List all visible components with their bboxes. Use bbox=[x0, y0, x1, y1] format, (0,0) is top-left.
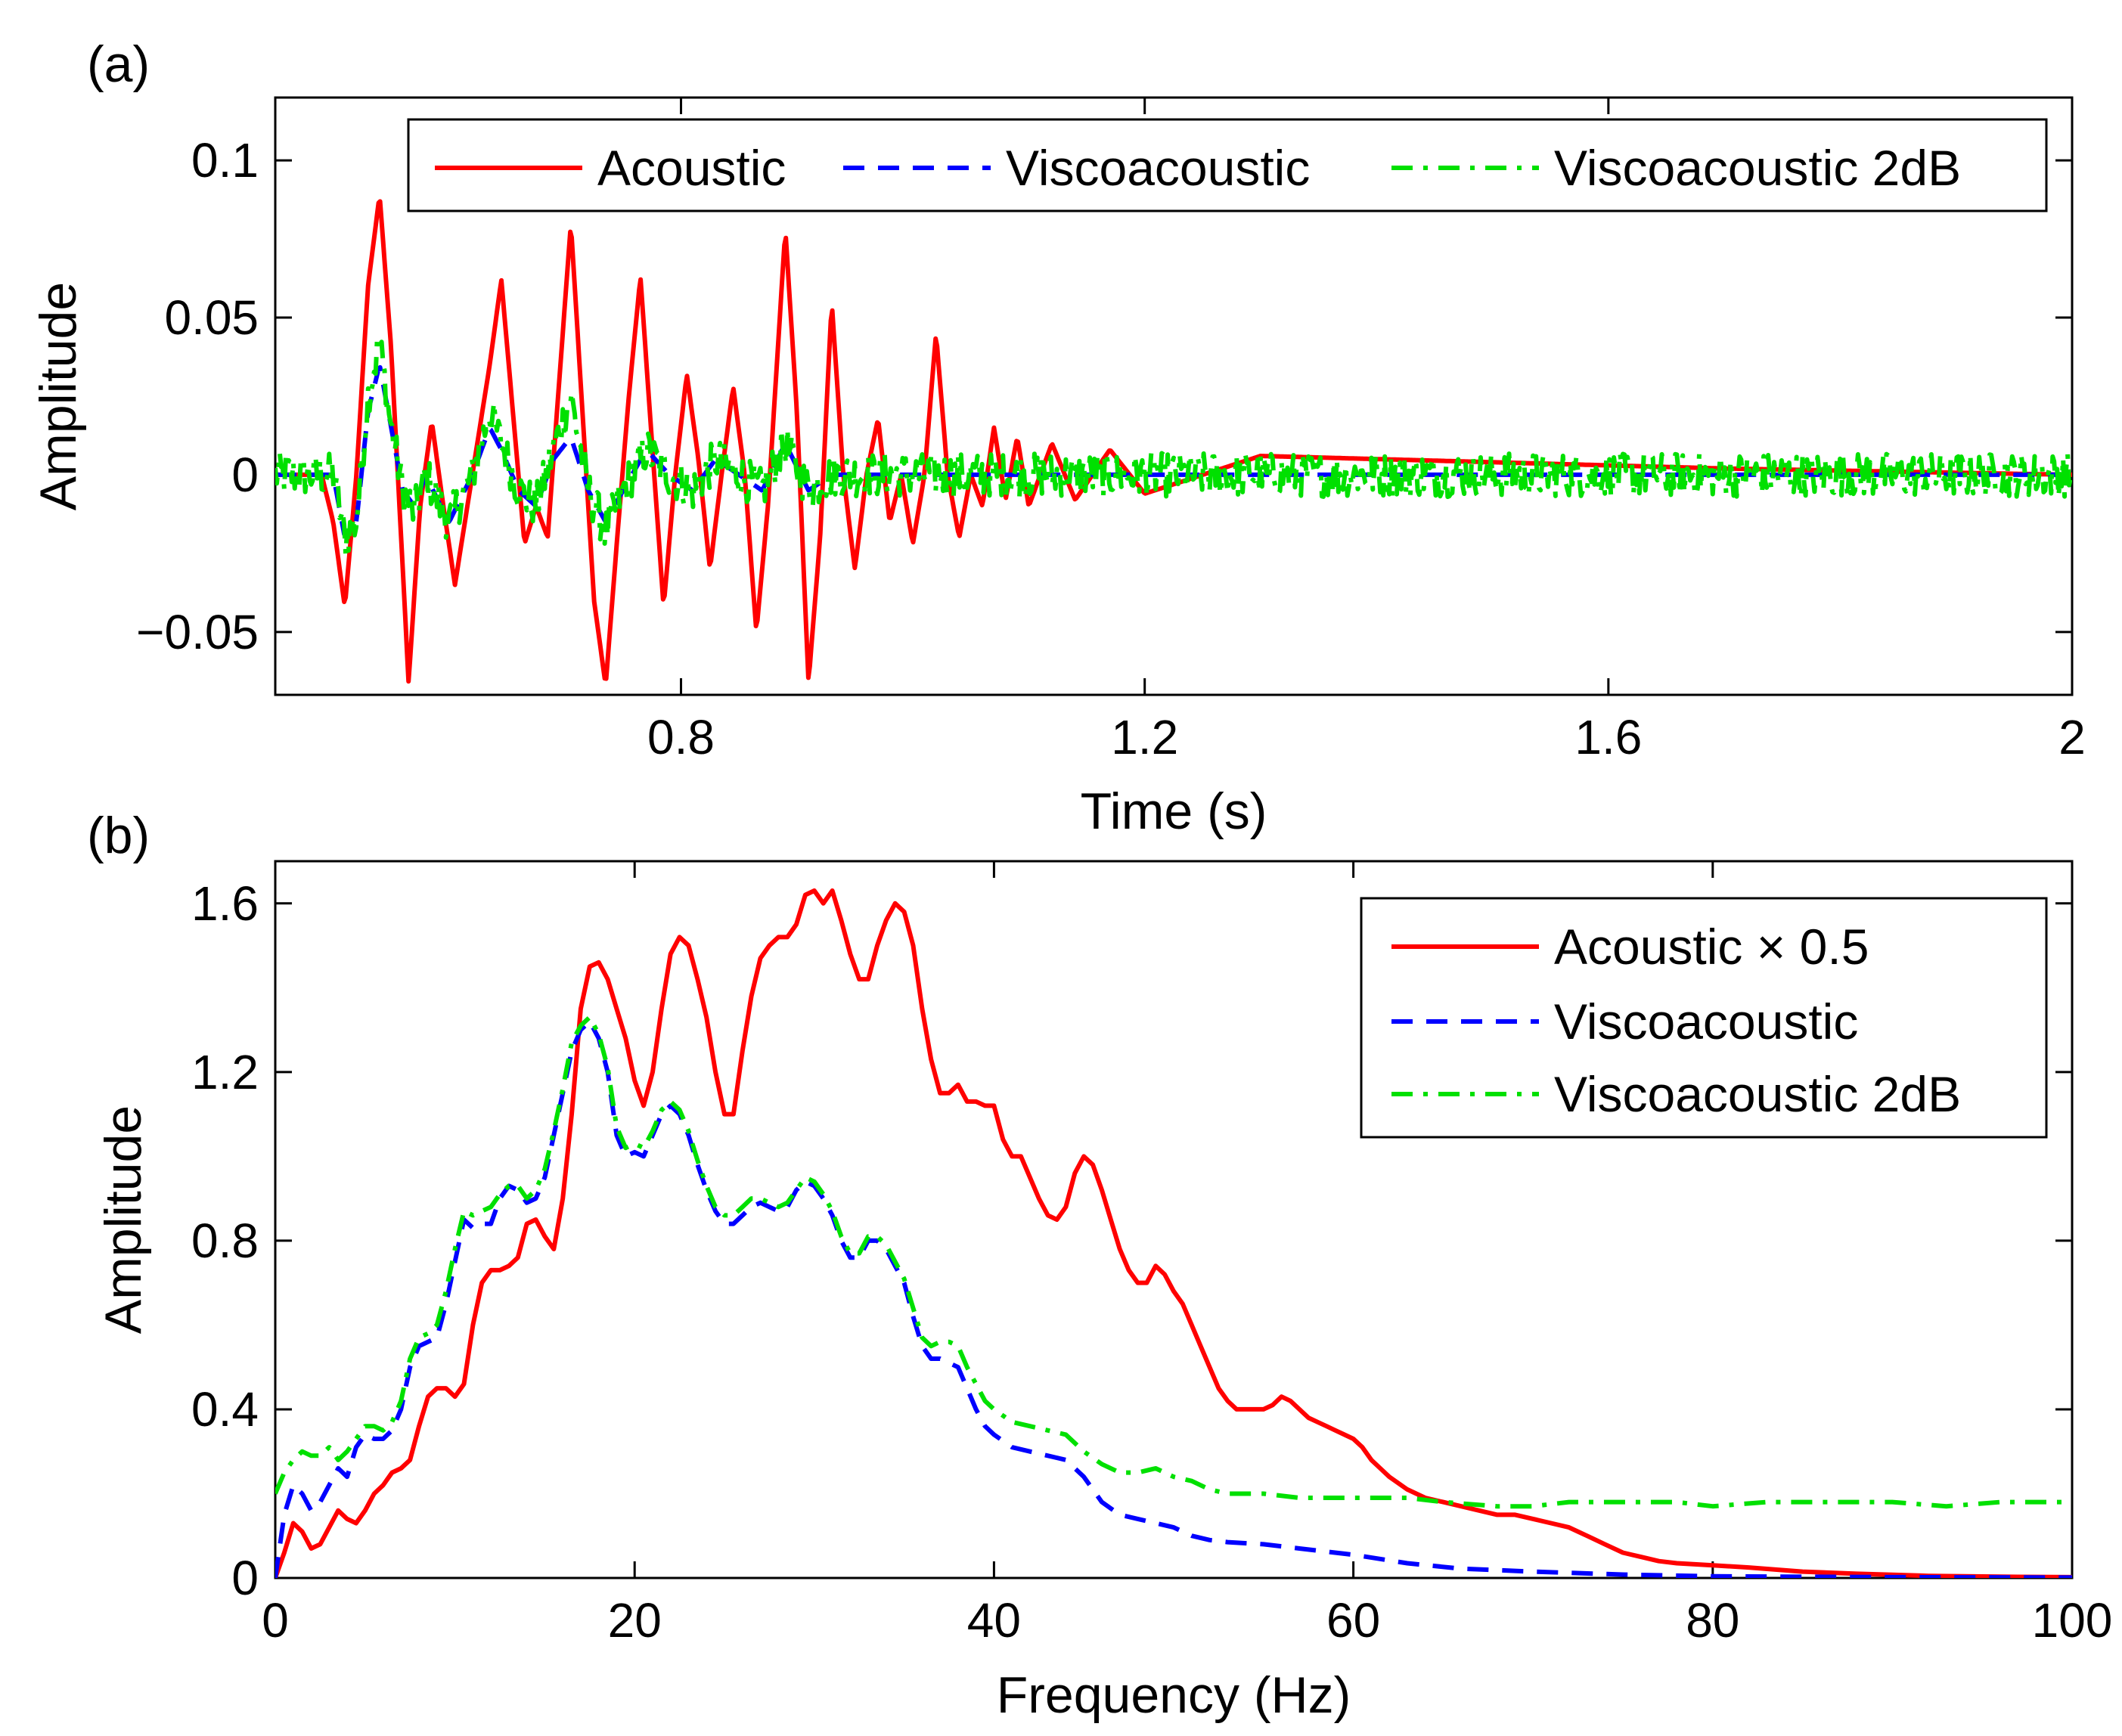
y-tick-label: 1.6 bbox=[191, 876, 259, 931]
series-line-viscoacoustic bbox=[275, 1018, 2072, 1578]
x-tick-label: 80 bbox=[1686, 1593, 1739, 1648]
ticks-b: 0 20 40 60 80 100 0 0.4 0.8 1.2 1.6 bbox=[191, 861, 2112, 1648]
x-axis-label-a: Time (s) bbox=[1081, 783, 1267, 840]
y-tick-label: 0.1 bbox=[191, 133, 259, 188]
panel-a: (a) 0.8 1.2 1.6 2 −0.05 0 0.05 0.1 Time (s) Amp… bbox=[29, 36, 2086, 840]
legend-label-viscoacoustic: Viscoacoustic bbox=[1006, 140, 1310, 196]
panel-label-a: (a) bbox=[87, 36, 150, 93]
legend-box-a bbox=[407, 118, 2048, 212]
x-tick-label: 0 bbox=[262, 1593, 289, 1648]
legend-label-acoustic: Acoustic bbox=[597, 140, 786, 196]
y-axis-label-a: Amplitude bbox=[29, 282, 87, 510]
series-line-acoustic bbox=[275, 888, 2072, 1578]
x-tick-label: 40 bbox=[967, 1593, 1021, 1648]
x-tick-label: 1.6 bbox=[1574, 710, 1642, 764]
y-tick-label: 1.2 bbox=[191, 1045, 259, 1099]
x-tick-label: 20 bbox=[608, 1593, 662, 1648]
legend-box-b bbox=[1360, 897, 2048, 1139]
y-tick-label: 0.4 bbox=[191, 1382, 259, 1437]
x-tick-label: 2 bbox=[2058, 710, 2086, 764]
x-tick-label: 100 bbox=[2032, 1593, 2113, 1648]
legend-label-viscoacoustic-2db: Viscoacoustic 2dB bbox=[1554, 140, 1961, 196]
series-a bbox=[275, 199, 2072, 684]
legend-label-viscoacoustic-b: Viscoacoustic bbox=[1554, 994, 1858, 1049]
panel-label-b: (b) bbox=[87, 807, 150, 864]
legend-a: Acoustic Viscoacoustic Viscoacoustic 2dB bbox=[407, 118, 2048, 212]
series-b bbox=[275, 888, 2072, 1578]
x-tick-label: 0.8 bbox=[647, 710, 715, 764]
ticks-a: 0.8 1.2 1.6 2 −0.05 0 0.05 0.1 bbox=[136, 98, 2086, 764]
series-line-viscoacoustic-2db bbox=[275, 339, 2072, 556]
y-tick-label: 0 bbox=[231, 1551, 259, 1605]
x-tick-label: 60 bbox=[1326, 1593, 1380, 1648]
axes-frame-a bbox=[274, 96, 2074, 696]
legend-b: Acoustic × 0.5 Viscoacoustic Viscoacoust… bbox=[1360, 897, 2048, 1139]
y-axis-label-b: Amplitude bbox=[95, 1105, 152, 1334]
legend-label-acoustic-x05: Acoustic × 0.5 bbox=[1554, 919, 1869, 975]
y-tick-label: 0 bbox=[231, 448, 259, 502]
y-tick-label: 0.8 bbox=[191, 1214, 259, 1268]
x-tick-label: 1.2 bbox=[1111, 710, 1178, 764]
panel-b: (b) 0 20 40 60 80 100 0 0.4 0.8 1.2 1.6 Frequency … bbox=[87, 807, 2112, 1724]
y-tick-label: −0.05 bbox=[136, 605, 259, 659]
y-tick-label: 0.05 bbox=[164, 290, 259, 345]
series-line-viscoacoustic-2db bbox=[275, 1015, 2072, 1509]
axes-frame-b bbox=[274, 860, 2074, 1579]
x-axis-label-b: Frequency (Hz) bbox=[997, 1666, 1351, 1724]
legend-label-viscoacoustic-2db-b: Viscoacoustic 2dB bbox=[1554, 1066, 1961, 1122]
